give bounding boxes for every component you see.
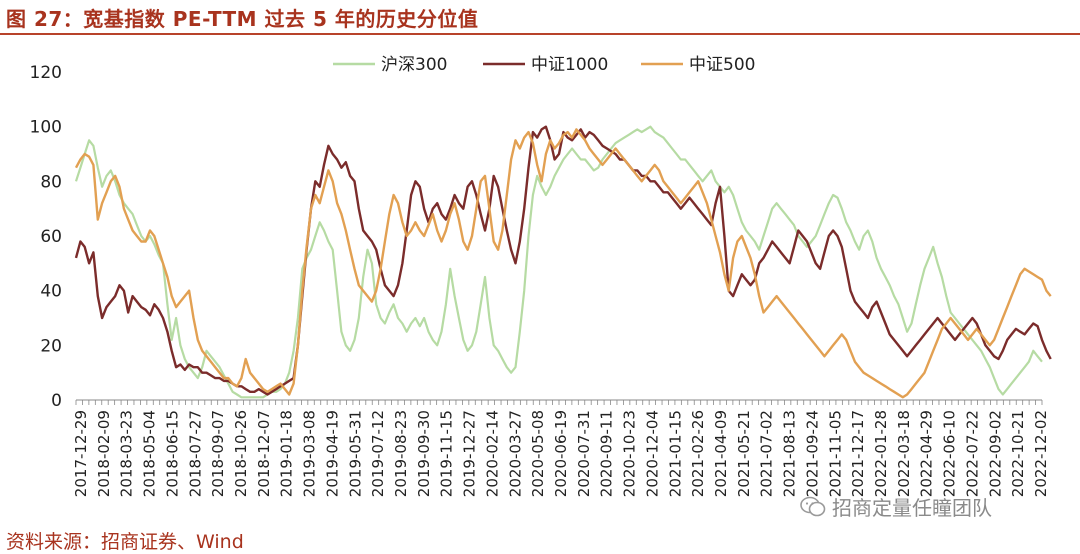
x-tick-label: 2020-03-27 (506, 410, 524, 497)
x-tick-label: 2021-11-05 (826, 410, 844, 497)
x-tick-label: 2017-12-29 (72, 410, 90, 497)
x-tick-label: 2021-04-09 (712, 410, 730, 497)
x-tick-label: 2020-07-31 (575, 410, 593, 497)
x-tick-label: 2020-09-11 (598, 410, 616, 497)
legend: 沪深300 中证1000 中证500 (333, 55, 755, 75)
x-tick-label: 2022-04-29 (918, 410, 936, 497)
x-tick-label: 2022-09-02 (986, 410, 1004, 497)
x-tick-label: 2020-02-14 (483, 410, 501, 497)
x-tick-label: 2019-11-15 (438, 410, 456, 497)
legend-label-2: 中证500 (689, 55, 755, 75)
x-tick-label: 2021-09-24 (803, 410, 821, 497)
x-tick-label: 2021-08-13 (781, 410, 799, 497)
watermark: 招商定量任瞳团队 (800, 492, 992, 521)
x-tick-label: 2018-03-23 (118, 410, 136, 497)
x-tick-label: 2020-05-08 (529, 410, 547, 497)
axes: 0 20 40 60 80 100 120 2017-12-29 2018-02-09 2018-… (30, 63, 1050, 497)
x-tick-label: 2020-06-19 (552, 410, 570, 497)
x-tick-label: 2021-02-26 (689, 410, 707, 497)
y-tick-label: 100 (30, 118, 62, 138)
x-tick-label: 2018-12-07 (255, 410, 273, 497)
x-tick-label: 2022-06-10 (941, 410, 959, 497)
series-line-1 (74, 125, 1052, 396)
x-tick-label: 2021-07-02 (758, 410, 776, 497)
x-tick-label: 2021-05-21 (735, 410, 753, 497)
series-line-0 (74, 125, 1043, 399)
source-note: 资料来源：招商证券、Wind (6, 531, 244, 553)
x-tick-label: 2021-12-17 (849, 410, 867, 497)
x-tick-label: 2018-07-27 (186, 410, 204, 497)
figure-title: 图 27：宽基指数 PE-TTM 过去 5 年的历史分位值 (6, 7, 479, 31)
watermark-text: 招商定量任瞳团队 (832, 496, 992, 520)
x-tick-label: 2018-02-09 (95, 410, 113, 497)
x-tick-label: 2019-07-12 (369, 410, 387, 497)
x-tick-label: 2020-10-23 (621, 410, 639, 497)
y-tick-label: 80 (40, 172, 62, 192)
wechat-icon (800, 496, 826, 516)
title-divider (0, 33, 1080, 35)
x-tick-label: 2019-03-08 (301, 410, 319, 497)
x-tick-label: 2019-01-18 (278, 410, 296, 497)
x-tick-label: 2019-12-27 (461, 410, 479, 497)
x-tick-label: 2022-10-21 (1009, 410, 1027, 497)
x-tick-label: 2019-09-30 (415, 410, 433, 497)
x-tick-label: 2022-03-18 (895, 410, 913, 497)
series-lines (74, 125, 1052, 399)
x-tick-label: 2022-07-22 (963, 410, 981, 497)
y-tick-label: 60 (40, 227, 62, 247)
x-tick-label: 2018-09-07 (209, 410, 227, 497)
x-tick-label: 2018-05-04 (141, 410, 159, 497)
x-tick-label: 2022-01-28 (872, 410, 890, 497)
y-tick-label: 0 (51, 391, 62, 411)
x-tick-label: 2019-04-19 (323, 410, 341, 497)
y-tick-label: 120 (30, 63, 62, 83)
x-tick-label: 2022-12-02 (1032, 410, 1050, 497)
x-tick-label: 2021-01-15 (666, 410, 684, 497)
x-tick-label: 2019-05-31 (346, 410, 364, 497)
y-tick-label: 40 (40, 282, 62, 302)
legend-label-1: 中证1000 (531, 55, 608, 75)
x-tick-label: 2018-10-26 (232, 410, 250, 497)
x-tick-label: 2018-06-15 (163, 410, 181, 497)
y-tick-label: 20 (40, 336, 62, 356)
x-tick-label: 2019-08-23 (392, 410, 410, 497)
legend-label-0: 沪深300 (381, 55, 447, 75)
series-line-2 (74, 128, 1052, 399)
x-tick-label: 2020-12-04 (643, 410, 661, 497)
